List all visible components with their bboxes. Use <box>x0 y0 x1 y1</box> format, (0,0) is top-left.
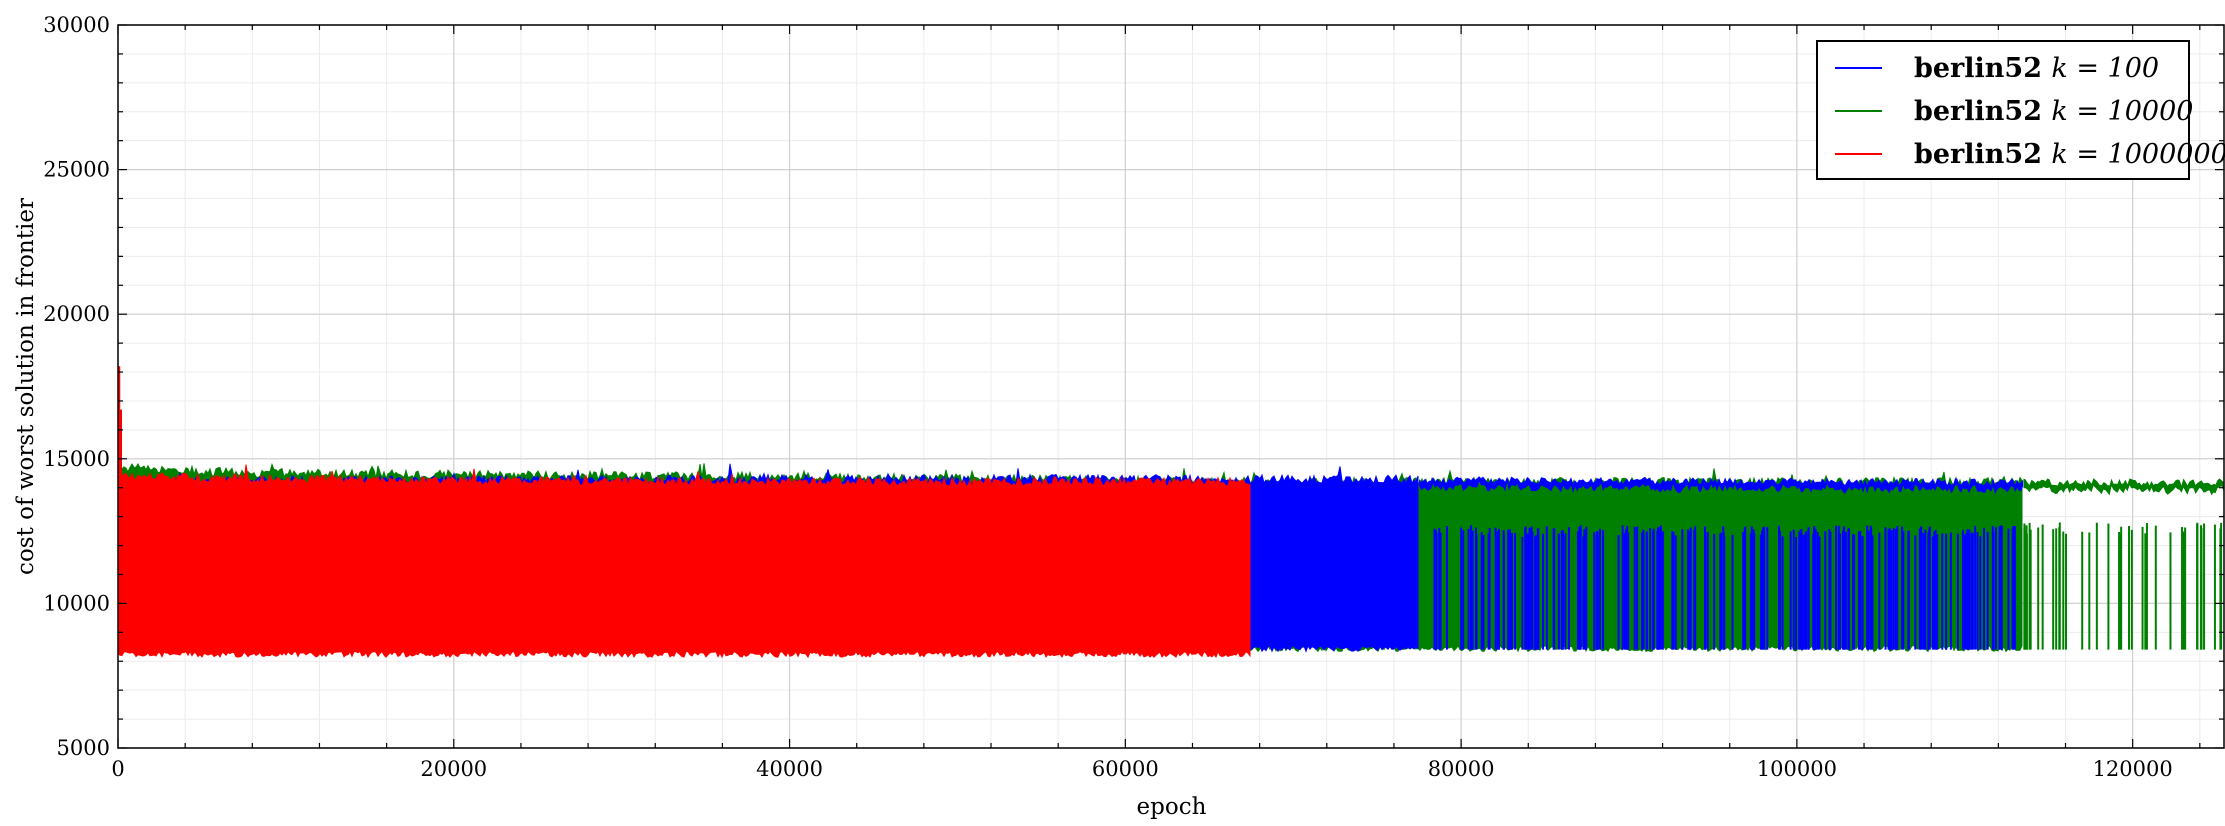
x-tick-label: 0 <box>111 757 124 781</box>
legend-item: berlin52 k = 100 <box>1835 53 2159 84</box>
series-upper-band <box>2023 478 2224 496</box>
y-axis-title: cost of worst solution in frontier <box>13 198 39 575</box>
series-band <box>117 464 1251 659</box>
axis-ticks <box>117 24 2224 749</box>
blue-spikes-overlay <box>1433 525 2016 650</box>
y-tick-label: 25000 <box>43 158 110 182</box>
legend-label: berlin52 k = 100 <box>1914 53 2159 84</box>
x-tick-label: 20000 <box>420 757 487 781</box>
legend: berlin52 k = 100 berlin52 k = 10000 berlin… <box>1816 40 2225 180</box>
legend-label: berlin52 k = 1000000 <box>1914 139 2225 170</box>
x-tick-label: 60000 <box>1092 757 1159 781</box>
x-tick-labels: 0 20000 40000 60000 80000 100000 120000 <box>111 757 2172 781</box>
legend-item: berlin52 k = 10000 <box>1835 96 2193 127</box>
legend-label: berlin52 k = 10000 <box>1914 96 2193 127</box>
y-tick-label: 5000 <box>57 736 110 760</box>
x-tick-label: 100000 <box>1757 757 1837 781</box>
y-tick-labels: 5000 10000 15000 20000 25000 30000 <box>43 13 110 760</box>
y-tick-label: 20000 <box>43 302 110 326</box>
x-tick-label: 40000 <box>756 757 823 781</box>
y-tick-label: 15000 <box>43 447 110 471</box>
y-tick-label: 30000 <box>43 13 110 37</box>
series-1000000 <box>117 366 1251 659</box>
plot-frame <box>117 24 2225 749</box>
legend-item: berlin52 k = 1000000 <box>1835 139 2225 170</box>
x-tick-label: 120000 <box>2093 757 2173 781</box>
x-tick-label: 80000 <box>1428 757 1495 781</box>
series-upper-band <box>1419 476 2024 495</box>
x-axis-title: epoch <box>1137 794 1207 820</box>
series-layer <box>117 366 2224 659</box>
y-tick-label: 10000 <box>43 591 110 615</box>
